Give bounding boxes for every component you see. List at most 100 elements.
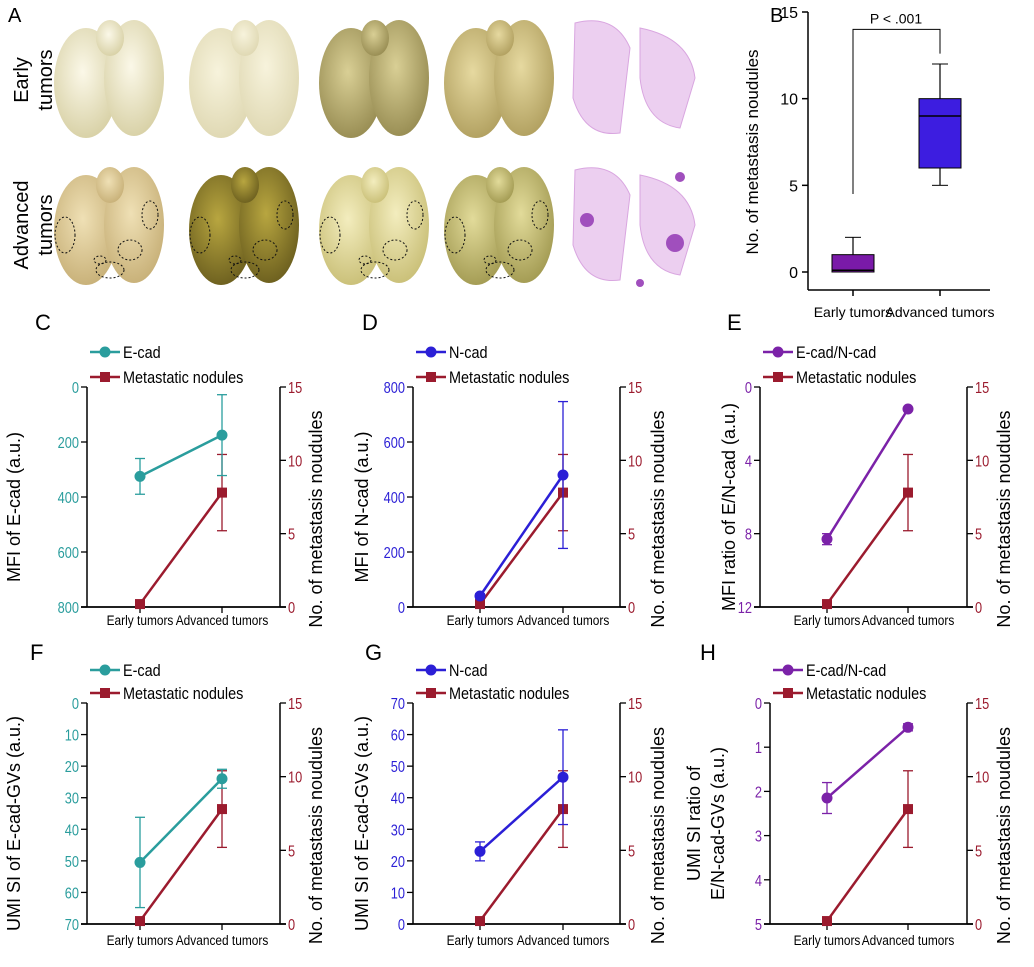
row-label-line: Advanced: [11, 181, 33, 270]
y-left-tick-label: 70: [391, 696, 405, 714]
x-tick-label: Advanced tumors: [176, 932, 269, 948]
he-lobe: [639, 174, 696, 276]
nodule-outline: [360, 261, 390, 279]
series-line: [138, 808, 224, 922]
data-point: [217, 804, 227, 815]
lung-photo: [319, 167, 429, 285]
box: [831, 254, 875, 273]
nodule-outline: [189, 216, 211, 254]
series-line: [479, 776, 564, 853]
y-right-axis-label: No. of metastasis noudules: [994, 410, 1014, 627]
y-left-tick-label: 800: [58, 600, 79, 618]
y-right-tick-label: 5: [975, 843, 982, 861]
legend-label: Metastatic nodules: [796, 369, 917, 387]
data-point: [134, 856, 146, 868]
data-point: [903, 487, 913, 498]
lung-photo: [319, 20, 429, 138]
panel-letter: C: [35, 310, 51, 335]
nodule-outline: [444, 216, 466, 254]
y-right-tick-label: 10: [975, 453, 989, 471]
y-left-tick-label: 3: [755, 828, 762, 846]
y-right-tick-label: 0: [288, 600, 295, 618]
y-right-axis-label: No. of metastasis noudules: [306, 410, 326, 627]
row-label: Advanced tumors: [11, 181, 57, 270]
nodule-outline: [276, 200, 294, 230]
series-line: [139, 777, 223, 864]
y-left-tick-label: 200: [58, 435, 79, 453]
nodule-outline: [483, 255, 497, 265]
lung-lobe-left: [54, 175, 118, 285]
y-right-tick-label: 10: [288, 453, 302, 471]
legend-label: N-cad: [449, 662, 488, 680]
data-point: [822, 916, 832, 927]
data-point: [216, 429, 228, 441]
y-left-axis-label-line: UMI SI of E-cad-GVs (a.u.): [352, 716, 372, 931]
y-left-tick-label: 30: [391, 822, 405, 840]
y-left-axis-label: MFI ratio of E/N-cad (a.u.): [719, 403, 739, 611]
panel-letter: D: [362, 310, 378, 335]
legend-marker: [773, 372, 783, 382]
nodule-outline: [230, 261, 260, 279]
he-section: [572, 20, 696, 135]
lung-trachea: [96, 20, 124, 56]
legend-marker: [426, 688, 436, 698]
panel-letter-a: A: [8, 5, 22, 27]
he-nodule: [636, 279, 644, 287]
he-section: [572, 167, 696, 287]
y-left-tick-label: 0: [745, 380, 752, 398]
y-right-axis-label: No. of metastasis noudules: [648, 410, 668, 627]
y-right-tick-label: 10: [628, 453, 642, 471]
y-left-tick-label: 400: [384, 490, 405, 508]
nodule-outline: [228, 255, 242, 265]
legend-label: Metastatic nodules: [449, 369, 570, 387]
data-point: [216, 773, 228, 785]
y-right-tick-label: 10: [975, 769, 989, 787]
legend-label: E-cad: [123, 344, 161, 362]
data-point: [134, 470, 146, 482]
y-right-tick-label: 5: [975, 526, 982, 544]
y-tick-label: 5: [789, 178, 798, 195]
x-tick-label: Advanced tumors: [176, 612, 269, 628]
series-line: [138, 491, 224, 605]
x-tick-label: Advanced tumors: [886, 304, 995, 320]
data-point: [557, 469, 569, 481]
y-right-tick-label: 10: [288, 769, 302, 787]
y-left-tick-label: 5: [755, 917, 762, 935]
y-left-tick-label: 4: [745, 453, 752, 471]
panel-letter: G: [365, 640, 382, 665]
row-label-line: tumors: [35, 49, 57, 110]
he-lobe: [572, 20, 631, 135]
significance-bracket: [852, 28, 941, 194]
y-left-tick-label: 600: [58, 545, 79, 563]
y-left-axis-label-line: UMI SI ratio of: [684, 765, 704, 881]
y-left-tick-label: 10: [391, 885, 405, 903]
y-right-tick-label: 15: [628, 696, 642, 714]
nodule-outline: [382, 239, 408, 261]
row-label-line: tumors: [35, 194, 57, 255]
y-right-tick-label: 15: [288, 380, 302, 398]
legend-marker: [425, 346, 437, 358]
legend-marker: [426, 372, 436, 382]
he-lobe: [639, 27, 696, 129]
y-left-axis-label: MFI of E-cad (a.u.): [4, 432, 24, 582]
panel-letter: F: [30, 640, 43, 665]
y-left-tick-label: 50: [65, 854, 79, 872]
nodule-outline: [507, 239, 533, 261]
legend-label: Metastatic nodules: [123, 369, 244, 387]
lung-photo: [444, 167, 554, 285]
series-line: [478, 474, 565, 597]
series-line: [478, 491, 565, 605]
lung-trachea: [361, 20, 389, 56]
y-left-tick-label: 70: [65, 917, 79, 935]
series-line: [825, 491, 910, 605]
y-left-tick-label: 40: [391, 790, 405, 808]
chart-panel-c: C 0 200 400 600 800 0 5 10 15 MFI of E-cad (a.u.) N…: [4, 310, 326, 628]
y-left-tick-label: 4: [755, 873, 762, 891]
y-left-axis-label-line: MFI ratio of E/N-cad (a.u.): [719, 403, 739, 611]
y-left-tick-label: 0: [72, 696, 79, 714]
y-left-tick-label: 12: [738, 600, 752, 618]
he-nodule: [580, 213, 594, 227]
lung-lobe-left: [54, 28, 118, 138]
y-left-tick-label: 200: [384, 545, 405, 563]
